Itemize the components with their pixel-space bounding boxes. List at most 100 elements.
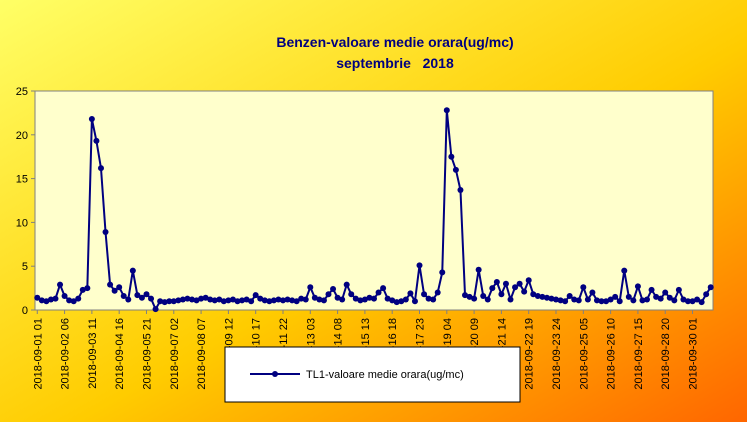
data-point xyxy=(625,293,632,300)
data-point xyxy=(680,296,687,303)
data-point xyxy=(198,295,205,302)
data-point xyxy=(589,289,596,296)
data-point xyxy=(311,294,318,301)
data-point xyxy=(111,287,118,294)
data-point xyxy=(703,291,710,298)
data-point xyxy=(402,296,409,303)
data-point xyxy=(220,298,227,305)
data-point xyxy=(648,286,655,293)
data-point xyxy=(211,297,218,304)
data-point xyxy=(707,284,714,291)
data-point xyxy=(289,297,296,304)
data-point xyxy=(284,296,291,303)
data-point xyxy=(603,298,610,305)
data-point xyxy=(116,284,123,291)
data-point xyxy=(216,296,223,303)
data-point xyxy=(107,281,114,288)
data-point xyxy=(202,294,209,301)
data-point xyxy=(562,298,569,305)
data-point xyxy=(339,296,346,303)
x-tick-label: 2018-09-07 02 xyxy=(169,318,181,390)
data-point xyxy=(644,296,651,303)
data-point xyxy=(698,299,705,306)
y-tick-label: 15 xyxy=(16,174,28,186)
data-point xyxy=(334,294,341,301)
data-point xyxy=(539,293,546,300)
data-point xyxy=(393,299,400,306)
data-point xyxy=(47,296,54,303)
data-point xyxy=(148,295,155,302)
data-point xyxy=(675,286,682,293)
data-point xyxy=(389,297,396,304)
data-point xyxy=(157,298,164,305)
data-point xyxy=(138,294,145,301)
data-point xyxy=(348,291,355,298)
x-tick-label: 2018-09-25 05 xyxy=(578,318,590,390)
data-point xyxy=(352,295,359,302)
chart-subtitle: septembrie 2018 xyxy=(336,55,454,71)
data-point xyxy=(320,297,327,304)
data-point xyxy=(575,297,582,304)
data-point xyxy=(70,298,77,305)
data-point xyxy=(134,292,141,299)
data-point xyxy=(279,297,286,304)
x-tick-label: 2018-09-01 01 xyxy=(32,318,44,390)
data-point xyxy=(371,295,377,302)
data-point xyxy=(657,295,664,302)
data-point xyxy=(93,137,100,144)
data-point xyxy=(38,297,45,304)
data-point xyxy=(507,296,514,303)
data-point xyxy=(243,296,250,303)
legend-label: TL1-valoare medie orara(ug/mc) xyxy=(306,369,464,381)
data-point xyxy=(457,186,464,193)
data-point xyxy=(57,281,64,288)
data-point xyxy=(366,294,373,301)
data-point xyxy=(480,292,487,299)
data-point xyxy=(630,297,637,304)
data-point xyxy=(462,292,469,299)
y-tick-label: 25 xyxy=(16,86,28,98)
data-point xyxy=(653,293,660,300)
data-point xyxy=(193,297,200,304)
data-point xyxy=(398,298,405,305)
data-point xyxy=(452,166,459,173)
data-point xyxy=(97,165,104,172)
data-point xyxy=(521,288,528,295)
data-point xyxy=(125,296,132,303)
data-point xyxy=(666,294,673,301)
data-point xyxy=(443,107,450,114)
data-point xyxy=(188,296,195,303)
data-point xyxy=(293,298,300,305)
data-point xyxy=(234,298,241,305)
data-point xyxy=(434,289,441,296)
x-tick-label: 2018-09-26 10 xyxy=(606,318,618,390)
data-point xyxy=(448,153,455,160)
data-point xyxy=(175,297,182,304)
x-tick-label: 2018-09-27 15 xyxy=(633,318,645,390)
data-point xyxy=(316,296,323,303)
data-point xyxy=(34,294,41,301)
data-point xyxy=(543,294,550,301)
data-point xyxy=(407,290,414,297)
data-point xyxy=(557,297,564,304)
data-point xyxy=(493,278,500,285)
data-point xyxy=(343,281,350,288)
data-point xyxy=(416,262,423,269)
data-point xyxy=(257,295,264,302)
data-point xyxy=(307,284,314,291)
data-point xyxy=(152,306,159,313)
x-tick-label: 2018-09-23 24 xyxy=(551,318,563,390)
legend-marker xyxy=(272,371,278,377)
data-point xyxy=(184,295,191,302)
data-point xyxy=(261,297,268,304)
data-point xyxy=(84,285,91,292)
data-point xyxy=(616,298,623,305)
data-point xyxy=(598,298,605,305)
data-point xyxy=(207,296,214,303)
data-point xyxy=(330,285,337,292)
data-point xyxy=(88,116,95,123)
data-point xyxy=(475,266,482,273)
data-point xyxy=(170,298,177,305)
data-point xyxy=(239,297,246,304)
